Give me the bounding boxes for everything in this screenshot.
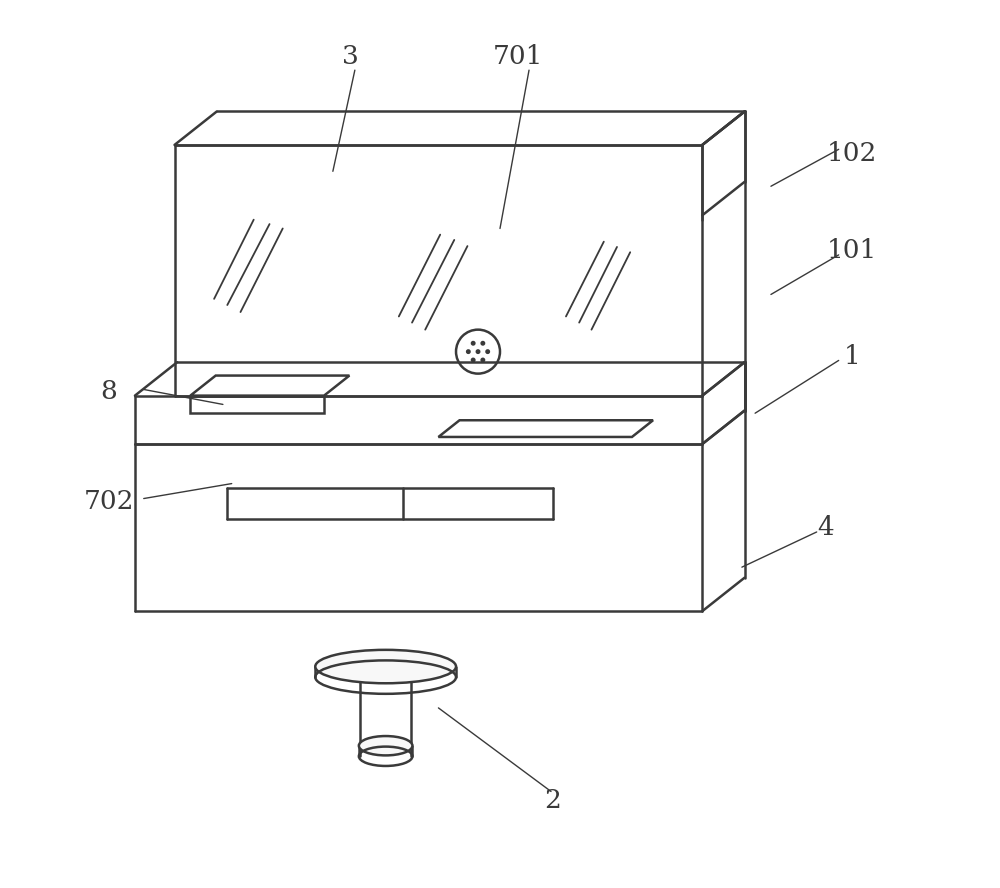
Circle shape [476,349,480,354]
Circle shape [466,349,471,354]
Text: 101: 101 [827,238,877,263]
Text: 8: 8 [100,378,117,404]
Circle shape [480,341,485,345]
Circle shape [471,341,476,345]
Text: 102: 102 [827,141,877,166]
Text: 3: 3 [342,44,359,69]
Text: 1: 1 [843,344,860,369]
Text: 701: 701 [492,44,543,69]
Ellipse shape [359,736,412,756]
Circle shape [471,358,476,362]
Text: 702: 702 [83,488,134,513]
Text: 2: 2 [544,788,561,813]
Circle shape [485,349,490,354]
Circle shape [480,358,485,362]
Ellipse shape [315,650,456,683]
Text: 4: 4 [817,515,834,540]
